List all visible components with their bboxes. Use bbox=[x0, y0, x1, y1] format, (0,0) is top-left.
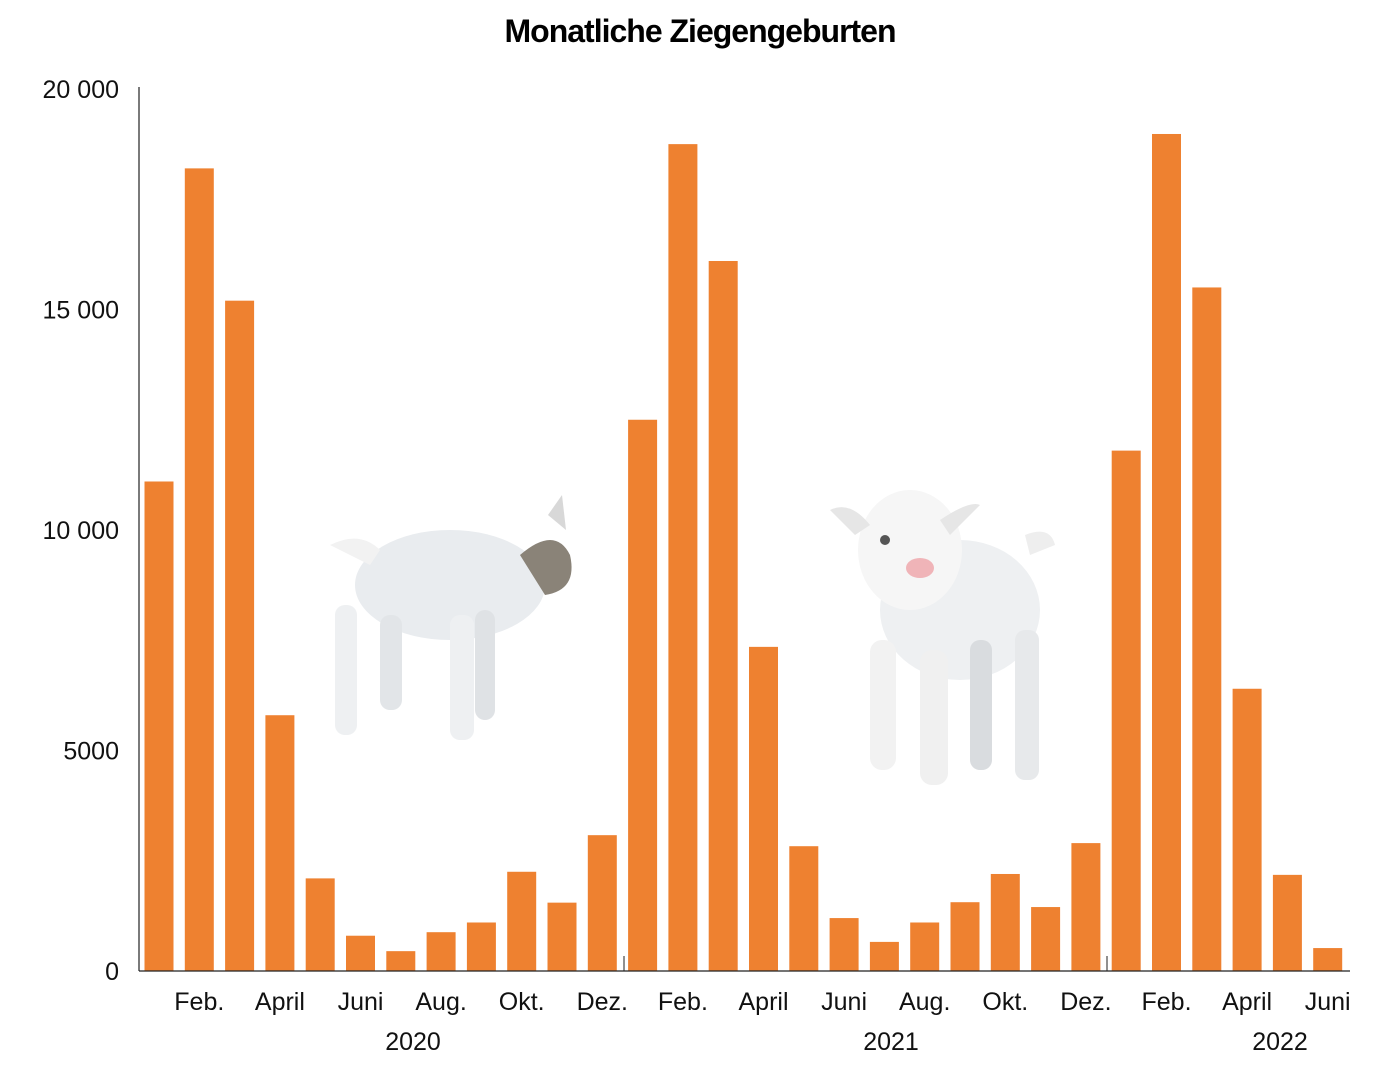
year-label: 2020 bbox=[385, 1028, 441, 1056]
bar-nov-2021 bbox=[1031, 907, 1061, 971]
chart-title: Monatliche Ziegengeburten bbox=[504, 13, 895, 49]
x-tick-label: Okt. bbox=[982, 988, 1028, 1016]
bar-may-2021 bbox=[789, 846, 819, 971]
x-tick-label: Juni bbox=[338, 988, 384, 1016]
x-tick-label: Aug. bbox=[415, 988, 466, 1016]
bar-apr-2020 bbox=[265, 715, 295, 971]
bar-jun-2022 bbox=[1313, 948, 1343, 971]
bar-sep-2020 bbox=[466, 922, 496, 971]
bar-jun-2021 bbox=[829, 918, 859, 971]
bar-feb-2021 bbox=[668, 144, 698, 971]
bar-aug-2021 bbox=[910, 922, 940, 971]
bar-jun-2020 bbox=[346, 935, 375, 971]
bar-mar-2022 bbox=[1192, 287, 1222, 971]
bar-feb-2020 bbox=[184, 168, 214, 971]
bar-oct-2021 bbox=[990, 873, 1020, 971]
x-tick-label: Juni bbox=[1305, 988, 1351, 1016]
y-tick-label: 5000 bbox=[63, 738, 119, 766]
bar-apr-2022 bbox=[1232, 688, 1262, 971]
x-tick-label: Feb. bbox=[658, 988, 708, 1016]
y-tick-label: 15 000 bbox=[43, 297, 119, 325]
x-tick-label: Dez. bbox=[1060, 988, 1111, 1016]
y-tick-label: 10 000 bbox=[43, 517, 119, 545]
bar-oct-2020 bbox=[507, 871, 537, 971]
bar-dec-2021 bbox=[1071, 843, 1101, 971]
bar-jul-2021 bbox=[869, 941, 899, 971]
x-tick-label: Aug. bbox=[899, 988, 950, 1016]
bar-nov-2020 bbox=[547, 902, 577, 971]
bar-mar-2021 bbox=[708, 260, 738, 971]
goat-illustration-left bbox=[330, 495, 572, 740]
bar-aug-2020 bbox=[426, 932, 456, 971]
bar-dec-2020 bbox=[587, 835, 617, 971]
bar-may-2022 bbox=[1272, 874, 1302, 971]
x-tick-label: Juni bbox=[821, 988, 867, 1016]
goat-illustration-right bbox=[830, 490, 1055, 785]
y-tick-label: 0 bbox=[105, 958, 119, 986]
bar-sep-2021 bbox=[950, 902, 980, 971]
x-tick-label: April bbox=[1222, 988, 1272, 1016]
x-tick-label: Okt. bbox=[499, 988, 545, 1016]
x-tick-label: Feb. bbox=[174, 988, 224, 1016]
x-tick-label: Feb. bbox=[1141, 988, 1191, 1016]
x-tick-label: April bbox=[255, 988, 305, 1016]
year-label: 2022 bbox=[1252, 1028, 1308, 1056]
bar-jan-2020 bbox=[144, 481, 174, 971]
x-tick-label: Dez. bbox=[577, 988, 628, 1016]
bar-feb-2022 bbox=[1152, 133, 1181, 971]
y-tick-label: 20 000 bbox=[43, 76, 119, 104]
year-label: 2021 bbox=[863, 1028, 919, 1056]
bar-mar-2020 bbox=[225, 300, 255, 971]
bar-may-2020 bbox=[305, 878, 335, 971]
bar-jan-2021 bbox=[628, 419, 658, 971]
bar-apr-2021 bbox=[749, 646, 778, 971]
bar-jan-2022 bbox=[1111, 450, 1141, 971]
x-tick-label: April bbox=[738, 988, 788, 1016]
bar-jul-2020 bbox=[386, 951, 416, 971]
